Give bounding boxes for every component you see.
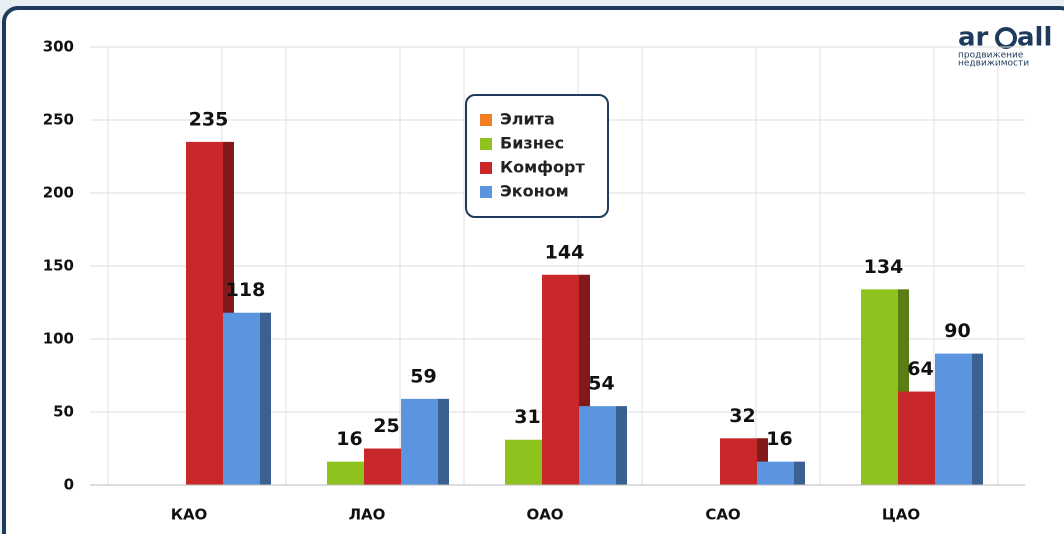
y-tick-label: 150: [43, 257, 74, 275]
legend-label: Элита: [500, 110, 555, 129]
legend: Элита Бизнес Комфорт Эконом: [465, 94, 609, 218]
value-label: 64: [907, 358, 933, 380]
bar-side-shade: [898, 289, 909, 485]
bar: [935, 353, 972, 485]
x-tick-label: ЛАО: [349, 506, 386, 524]
legend-label: Комфорт: [500, 158, 585, 177]
bar-side: [438, 398, 449, 485]
logo-left: ar: [958, 23, 989, 53]
value-label: 16: [336, 428, 362, 450]
value-label: 31: [514, 406, 540, 428]
bar: [898, 391, 935, 485]
x-tick-label: ЦАО: [882, 506, 920, 524]
bar: [720, 438, 757, 485]
legend-box: [465, 94, 609, 218]
legend-swatch: [480, 162, 492, 174]
legend-label: Эконом: [500, 182, 569, 201]
value-label: 59: [410, 365, 436, 387]
bar-side-shade: [579, 274, 590, 485]
bar-side-shade: [972, 353, 983, 485]
legend-swatch: [480, 114, 492, 126]
logo-tagline: недвижимости: [958, 59, 1029, 69]
bar-side-shade: [794, 461, 805, 485]
bar: [505, 439, 542, 485]
y-tick-label: 0: [64, 476, 74, 494]
bar-side: [616, 406, 627, 485]
value-label: 235: [189, 108, 229, 130]
value-label: 25: [373, 415, 399, 437]
bar: [223, 312, 260, 485]
bar: [186, 141, 223, 485]
y-tick-label: 300: [43, 38, 74, 56]
legend-swatch: [480, 186, 492, 198]
logo-tagline: продвижение: [958, 51, 1024, 61]
x-tick-label: КАО: [171, 506, 208, 524]
bar-side: [898, 289, 909, 485]
value-label: 134: [864, 256, 904, 278]
bar: [861, 289, 898, 485]
value-label: 54: [588, 373, 614, 395]
logo-right: all: [1017, 23, 1052, 53]
y-tick-label: 100: [43, 330, 74, 348]
bar-side: [579, 274, 590, 485]
value-label: 118: [226, 279, 266, 301]
value-label: 90: [944, 320, 970, 342]
x-tick-label: ОАО: [526, 506, 563, 524]
y-tick-label: 200: [43, 184, 74, 202]
x-tick-label: САО: [705, 506, 740, 524]
bar-side-shade: [616, 406, 627, 485]
value-label: 32: [729, 405, 755, 427]
bar: [401, 398, 438, 485]
bar-side-shade: [438, 398, 449, 485]
value-label: 144: [545, 241, 585, 263]
bar: [364, 448, 401, 485]
bar: [542, 274, 579, 485]
bar-side: [972, 353, 983, 485]
bar: [579, 406, 616, 485]
bar-side: [794, 461, 805, 485]
bar-side-shade: [260, 312, 271, 485]
value-label: 16: [766, 428, 792, 450]
y-tick-label: 50: [53, 403, 74, 421]
bar: [757, 461, 794, 485]
y-tick-label: 250: [43, 111, 74, 129]
legend-label: Бизнес: [500, 134, 564, 153]
bar-side: [260, 312, 271, 485]
bar: [327, 461, 364, 485]
legend-swatch: [480, 138, 492, 150]
